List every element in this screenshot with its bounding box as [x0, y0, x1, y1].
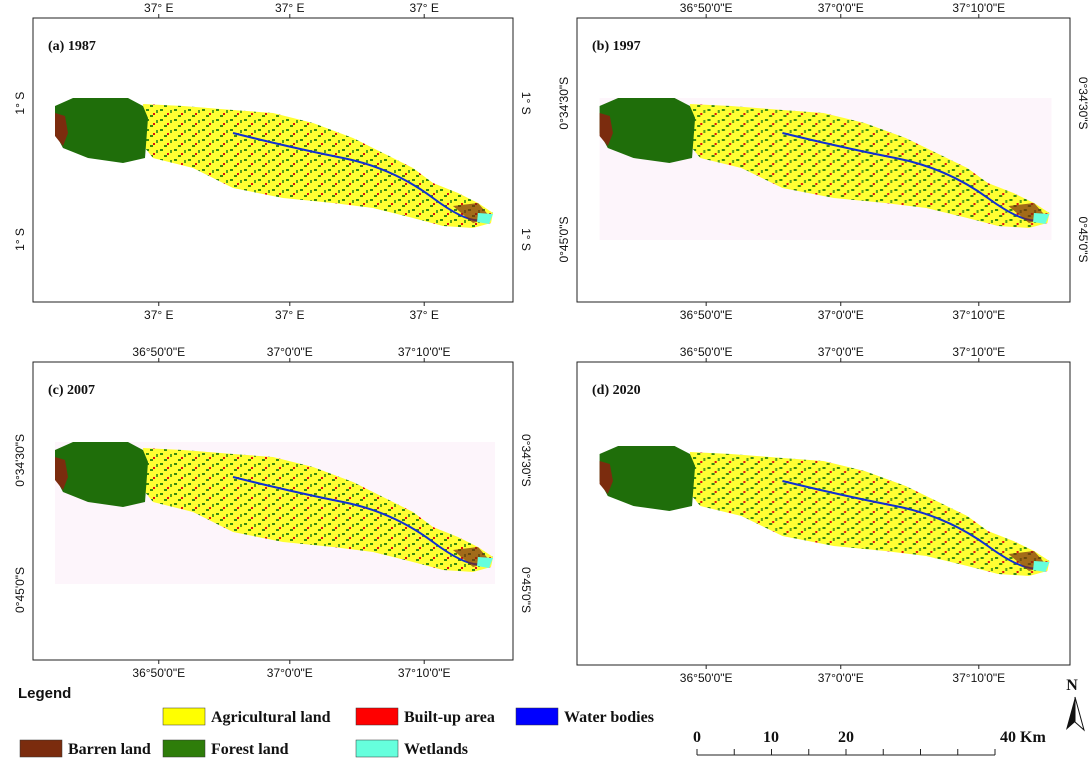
- top-tick-label: 37° E: [144, 1, 173, 15]
- legend-label: Wetlands: [404, 741, 468, 758]
- panel-title: (d) 2020: [592, 383, 641, 398]
- legend-swatch: [515, 707, 559, 726]
- north-arrow: [1066, 697, 1075, 730]
- legend-label: Built-up area: [404, 709, 495, 726]
- scale-label: 40 Km: [1000, 729, 1046, 746]
- legend-label: Water bodies: [564, 709, 654, 726]
- top-tick-label: 37°0'0"E: [818, 345, 864, 359]
- legend-label: Barren land: [68, 741, 151, 758]
- legend-swatch: [19, 739, 63, 758]
- top-tick-label: 37°0'0"E: [818, 1, 864, 15]
- bottom-tick-label: 37°10'0"E: [952, 671, 1005, 685]
- top-tick-label: 36°50'0"E: [680, 1, 733, 15]
- top-tick-label: 37°10'0"E: [952, 1, 1005, 15]
- right-tick-label: 0°34'30"S: [519, 434, 533, 487]
- left-tick-label: 1° S: [13, 92, 27, 115]
- left-tick-label: 1° S: [13, 228, 27, 251]
- bottom-tick-label: 37°0'0"E: [818, 671, 864, 685]
- top-tick-label: 36°50'0"E: [680, 345, 733, 359]
- legend-swatch: [355, 739, 399, 758]
- bottom-tick-label: 37°0'0"E: [267, 666, 313, 680]
- bottom-tick-label: 36°50'0"E: [680, 671, 733, 685]
- bottom-tick-label: 37° E: [275, 308, 304, 322]
- left-tick-label: 0°45'0"S: [557, 216, 571, 262]
- legend-label: Forest land: [211, 741, 289, 758]
- panel-title: (a) 1987: [48, 39, 96, 54]
- bottom-tick-label: 37° E: [144, 308, 173, 322]
- bottom-tick-label: 37°0'0"E: [818, 308, 864, 322]
- top-tick-label: 37°10'0"E: [952, 345, 1005, 359]
- right-tick-label: 1° S: [519, 228, 533, 251]
- bottom-tick-label: 36°50'0"E: [680, 308, 733, 322]
- right-tick-label: 0°45'0"S: [519, 567, 533, 613]
- bottom-tick-label: 37°10'0"E: [952, 308, 1005, 322]
- top-tick-label: 36°50'0"E: [132, 345, 185, 359]
- top-tick-label: 37°10'0"E: [398, 345, 451, 359]
- legend-title: Legend: [18, 685, 71, 702]
- legend-swatch: [355, 707, 399, 726]
- left-tick-label: 0°34'30"S: [557, 77, 571, 130]
- bottom-tick-label: 36°50'0"E: [132, 666, 185, 680]
- top-tick-label: 37°0'0"E: [267, 345, 313, 359]
- scale-label: 10: [763, 729, 779, 746]
- left-tick-label: 0°45'0"S: [13, 567, 27, 613]
- left-tick-label: 0°34'30"S: [13, 434, 27, 487]
- right-tick-label: 0°34'30"S: [1076, 77, 1088, 130]
- top-tick-label: 37° E: [409, 1, 438, 15]
- north-label: N: [1066, 677, 1078, 694]
- scale-label: 20: [838, 729, 854, 746]
- legend-swatch: [162, 739, 206, 758]
- bottom-tick-label: 37°10'0"E: [398, 666, 451, 680]
- panel-title: (c) 2007: [48, 383, 95, 398]
- top-tick-label: 37° E: [275, 1, 304, 15]
- north-arrow: [1074, 696, 1085, 732]
- legend-swatch: [162, 707, 206, 726]
- bottom-tick-label: 37° E: [409, 308, 438, 322]
- panel-title: (b) 1997: [592, 39, 641, 54]
- scale-label: 0: [693, 729, 701, 746]
- right-tick-label: 1° S: [519, 92, 533, 115]
- legend-label: Agricultural land: [211, 709, 331, 726]
- right-tick-label: 0°45'0"S: [1076, 216, 1088, 262]
